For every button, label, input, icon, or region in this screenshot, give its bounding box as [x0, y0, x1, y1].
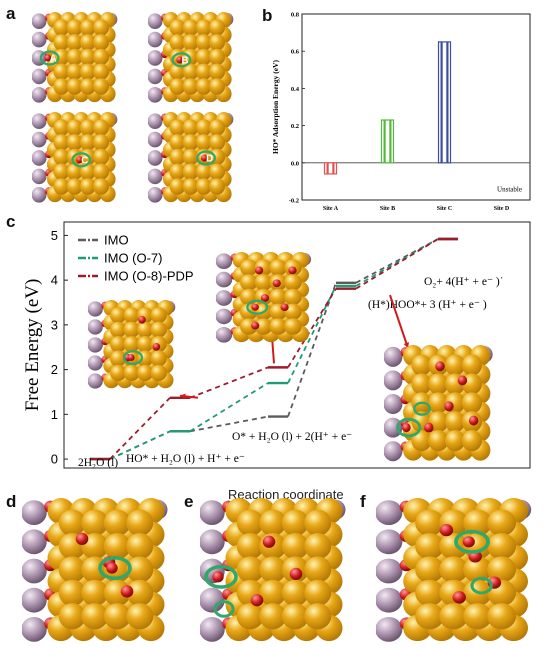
y-tick-label: 0.4 [291, 86, 300, 93]
connector [189, 366, 269, 399]
y-tick-label: 3 [51, 317, 58, 332]
plot-frame [301, 13, 531, 201]
bar [437, 41, 452, 164]
model-site-c: C [32, 112, 120, 204]
connector [287, 288, 337, 368]
site-label: B [181, 55, 188, 66]
y-tick-label: 4 [51, 273, 58, 288]
state-label: HO* + H₂O (l) + H⁺ + e⁻ [126, 453, 245, 465]
model-site-b: B [148, 12, 236, 104]
panel-label-d: d [6, 492, 17, 511]
y-axis-title: HO* Adsorption Energy (eV) [271, 60, 280, 154]
connector [355, 238, 439, 290]
site-label: C [81, 155, 88, 166]
y-tick-label: 0.2 [291, 123, 299, 130]
state-label: 2H₂O (l) [78, 457, 118, 469]
panel-label-c: c [6, 212, 16, 231]
plot-frame [63, 221, 531, 469]
inset-hoo-model [384, 345, 496, 463]
y-tick-label: 1 [51, 407, 58, 422]
connector [287, 282, 337, 417]
connector [109, 397, 171, 460]
y-tick-label: 5 [51, 228, 58, 243]
panel-label-f: f [360, 492, 366, 511]
legend-label: IMO (O-7) [104, 251, 163, 266]
connector [189, 415, 269, 433]
connector [109, 430, 171, 460]
inset-o-model [216, 252, 314, 344]
legend-label: IMO [104, 233, 129, 248]
y-tick-label: 2 [51, 362, 58, 377]
model-panel-e [200, 498, 350, 644]
connector [355, 238, 439, 284]
x-tick-label: Site A [323, 206, 339, 212]
model-panel-f [376, 498, 536, 644]
site-label: A [50, 54, 57, 65]
y-tick-label: 0 [51, 452, 58, 467]
state-label: O* + H₂O (l) + 2(H⁺ + e⁻ [232, 431, 352, 443]
legend-label: IMO (O-8)-PDP [104, 269, 194, 284]
y-tick-label: 0.8 [291, 12, 300, 19]
state-label: O₂+ 4(H⁺ + e⁻ )˙ [424, 276, 504, 288]
connector [355, 238, 439, 287]
panel-label-b: b [262, 6, 273, 25]
model-site-a: A [32, 12, 120, 104]
y-tick-label: -0.2 [289, 198, 299, 205]
inset-ho-model [88, 300, 178, 390]
y-axis-title: Free Energy (eV) [22, 279, 43, 412]
site-label: D [206, 154, 213, 165]
pointer-arrow [179, 393, 199, 400]
panel-label-a: a [6, 4, 16, 23]
unstable-annotation: Unstable [497, 185, 522, 193]
x-tick-label: Site D [494, 206, 510, 212]
state-label: (H*)HOO*+ 3 (H⁺ + e⁻ ) [368, 299, 487, 311]
x-tick-label: Site B [380, 206, 395, 212]
y-tick-label: 0.0 [291, 160, 299, 167]
pointer-arrow [389, 294, 410, 349]
model-site-d: D [148, 112, 236, 204]
connector [189, 382, 269, 433]
bar [380, 119, 395, 164]
model-panel-d [22, 498, 172, 644]
y-tick-label: 0.6 [291, 49, 300, 56]
panel-label-e: e [184, 492, 194, 511]
series-2 [90, 237, 458, 461]
x-tick-label: Site C [437, 206, 453, 212]
adsorption-bar-chart: 0.8 0.6 0.4 0.2 0.0 -0.2 HO* Adsorption Energy… [271, 12, 531, 212]
x-axis-title: Reaction coordinate [228, 487, 344, 502]
bar [323, 162, 338, 175]
